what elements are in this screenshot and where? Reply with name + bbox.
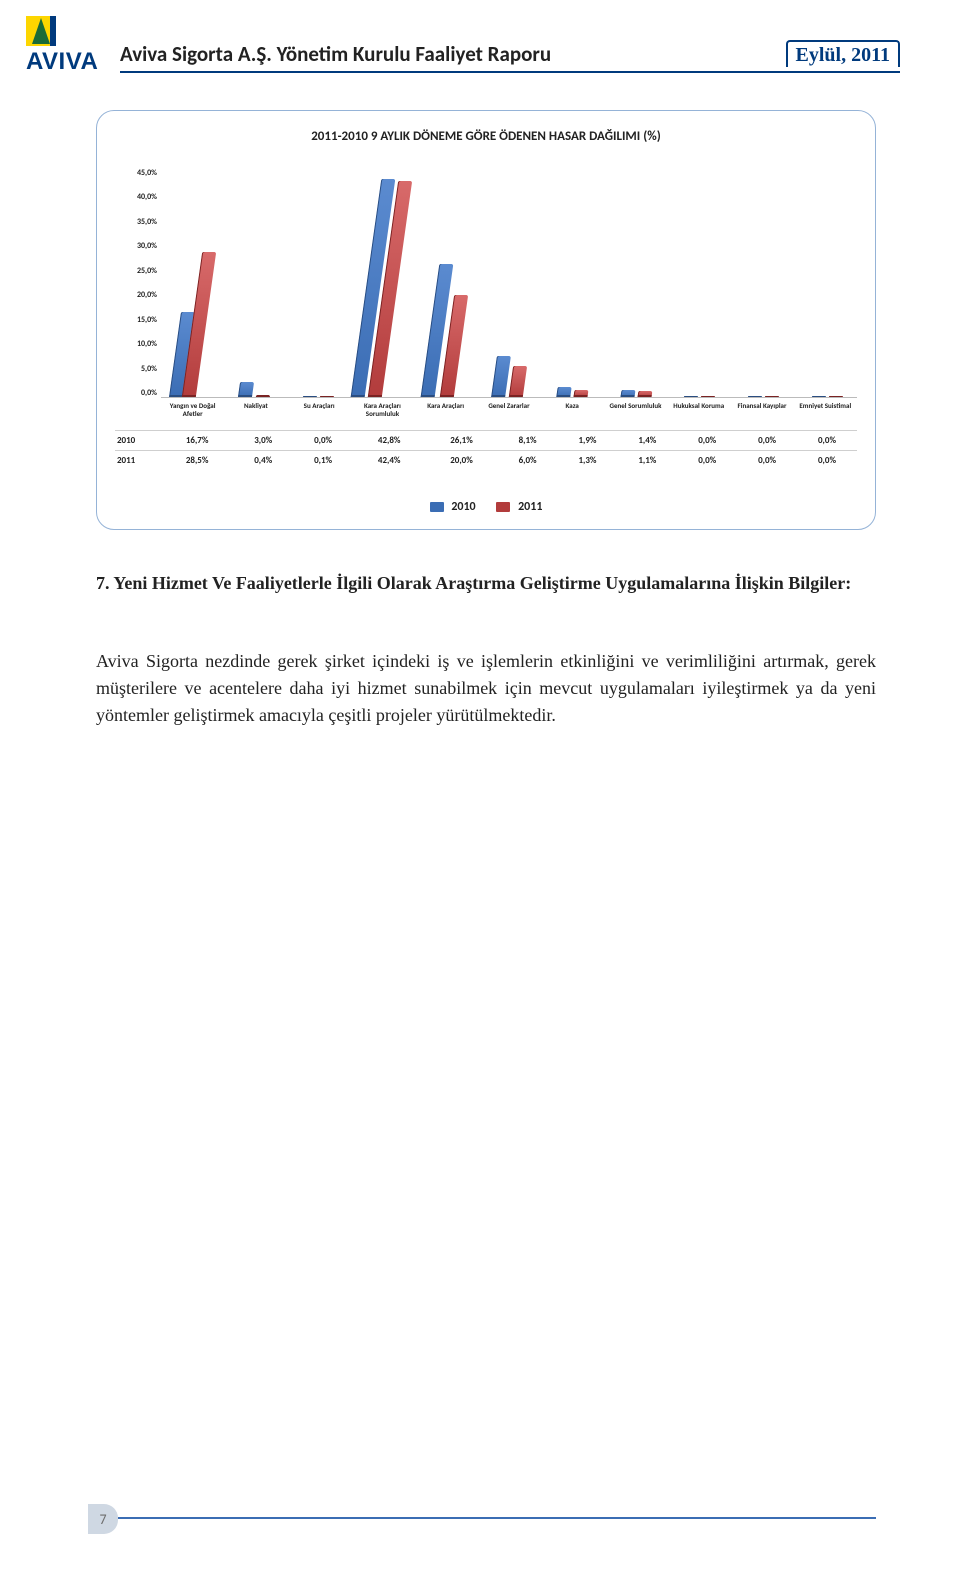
bar <box>829 396 843 397</box>
table-cell: 0,0% <box>677 451 737 471</box>
x-label: Yangın ve Doğal Afetler <box>161 398 224 428</box>
document-title: Aviva Sigorta A.Ş. Yönetim Kurulu Faaliy… <box>120 41 551 67</box>
table-cell: 0,4% <box>233 451 293 471</box>
y-tick: 30,0% <box>115 241 157 251</box>
bar <box>491 356 511 397</box>
bar-group <box>670 168 730 397</box>
bar <box>238 382 254 397</box>
bar <box>748 396 762 397</box>
x-label: Su Araçları <box>288 398 351 428</box>
table-cell: 0,0% <box>797 451 857 471</box>
table-cell: 3,0% <box>233 431 293 451</box>
document-date-badge: Eylül, 2011 <box>786 40 900 67</box>
table-cell: 26,1% <box>425 431 497 451</box>
table-cell: 0,0% <box>797 431 857 451</box>
table-cell: 42,4% <box>353 451 425 471</box>
x-label: Nakliyat <box>224 398 287 428</box>
bar <box>637 391 652 397</box>
bar-group <box>543 168 603 397</box>
chart-x-labels: Yangın ve Doğal AfetlerNakliyatSu Araçla… <box>161 398 857 428</box>
y-tick: 35,0% <box>115 217 157 227</box>
page-number: 7 <box>88 1504 118 1534</box>
chart-title: 2011-2010 9 AYLIK DÖNEME GÖRE ÖDENEN HAS… <box>115 129 857 144</box>
y-tick: 40,0% <box>115 192 157 202</box>
x-label: Kaza <box>541 398 604 428</box>
table-row-header: 2010 <box>115 431 161 451</box>
bar <box>812 396 826 397</box>
y-tick: 45,0% <box>115 168 157 178</box>
bar <box>765 396 779 397</box>
brand-word: AVIVA <box>26 48 100 76</box>
x-label: Genel Sorumluluk <box>604 398 667 428</box>
table-row-header: 2011 <box>115 451 161 471</box>
table-cell: 0,0% <box>677 431 737 451</box>
bar <box>303 396 317 397</box>
footer-rule <box>118 1517 876 1519</box>
x-label: Kara Araçları <box>414 398 477 428</box>
table-cell: 0,0% <box>293 431 353 451</box>
y-tick: 15,0% <box>115 315 157 325</box>
bar-group <box>288 168 348 397</box>
x-label: Hukuksal Koruma <box>667 398 730 428</box>
legend-label-2010: 2010 <box>451 500 475 514</box>
chart-card: 2011-2010 9 AYLIK DÖNEME GÖRE ÖDENEN HAS… <box>96 110 876 530</box>
table-cell: 42,8% <box>353 431 425 451</box>
bar <box>620 390 635 397</box>
bar-group <box>352 168 412 397</box>
bar <box>574 390 589 397</box>
x-label: Finansal Kayıplar <box>730 398 793 428</box>
bar <box>684 396 698 397</box>
chart-y-axis: 0,0% 5,0% 10,0% 15,0% 20,0% 25,0% 30,0% 35,0% 40… <box>115 168 161 398</box>
table-cell: 20,0% <box>425 451 497 471</box>
table-cell: 8,1% <box>498 431 558 451</box>
y-tick: 0,0% <box>115 388 157 398</box>
bar <box>508 366 526 397</box>
chart-legend: 2010 2011 <box>115 500 857 514</box>
bar-group <box>416 168 476 397</box>
bar <box>320 396 334 397</box>
bar <box>556 387 571 397</box>
table-cell: 0,0% <box>737 431 797 451</box>
chart-plot-area: 0,0%5,0%10,0%15,0%20,0%25,0%30,0%35,0%40… <box>161 168 857 428</box>
bar-group <box>797 168 857 397</box>
y-tick: 10,0% <box>115 339 157 349</box>
chart-bars <box>161 168 857 398</box>
bar-group <box>606 168 666 397</box>
x-label: Genel Zararlar <box>477 398 540 428</box>
legend-swatch-2011 <box>496 502 510 512</box>
bar <box>256 395 270 397</box>
table-cell: 16,7% <box>161 431 233 451</box>
bar <box>701 396 715 397</box>
chart-data-table: 201016,7%3,0%0,0%42,8%26,1%8,1%1,9%1,4%0… <box>115 430 857 470</box>
table-cell: 1,3% <box>558 451 618 471</box>
brand-logo: AVIVA <box>26 16 100 76</box>
document-title-row: Aviva Sigorta A.Ş. Yönetim Kurulu Faaliy… <box>120 40 900 73</box>
legend-label-2011: 2011 <box>518 500 542 514</box>
table-cell: 1,1% <box>617 451 677 471</box>
table-cell: 1,4% <box>617 431 677 451</box>
y-tick: 25,0% <box>115 266 157 276</box>
bar-group <box>161 168 221 397</box>
table-cell: 0,0% <box>737 451 797 471</box>
table-cell: 28,5% <box>161 451 233 471</box>
y-tick: 5,0% <box>115 364 157 374</box>
logo-mark <box>26 16 56 46</box>
bar-group <box>225 168 285 397</box>
x-label: Kara Araçları Sorumluluk <box>351 398 414 428</box>
table-row: 201128,5%0,4%0,1%42,4%20,0%6,0%1,3%1,1%0… <box>115 451 857 471</box>
table-cell: 1,9% <box>558 431 618 451</box>
table-cell: 6,0% <box>498 451 558 471</box>
bar-group <box>734 168 794 397</box>
y-tick: 20,0% <box>115 290 157 300</box>
table-row: 201016,7%3,0%0,0%42,8%26,1%8,1%1,9%1,4%0… <box>115 431 857 451</box>
section-paragraph: Aviva Sigorta nezdinde gerek şirket için… <box>96 648 876 729</box>
x-label: Emniyet Suistimal <box>794 398 857 428</box>
bar-group <box>479 168 539 397</box>
table-cell: 0,1% <box>293 451 353 471</box>
legend-swatch-2010 <box>430 502 444 512</box>
section-heading: 7. Yeni Hizmet Ve Faaliyetlerle İlgili O… <box>96 570 876 597</box>
